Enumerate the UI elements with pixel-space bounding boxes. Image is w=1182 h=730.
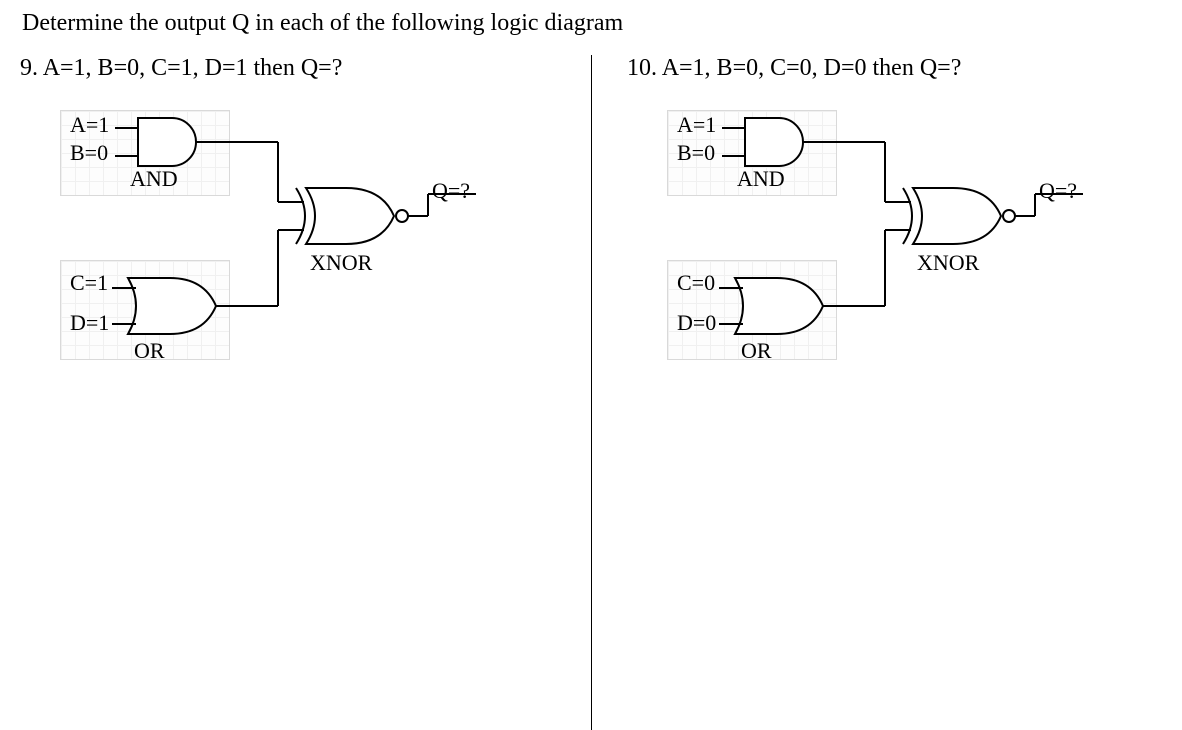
- problem-9-number: 9.: [20, 55, 38, 81]
- diagram-svg: [20, 110, 540, 410]
- xnor-bubble-icon: [1003, 210, 1015, 222]
- xnor-back-arc: [296, 188, 305, 244]
- problem-9-question: 9. A=1, B=0, C=1, D=1 then Q=?: [20, 55, 591, 82]
- and-gate-icon: [745, 118, 803, 166]
- xnor-bubble-icon: [396, 210, 408, 222]
- page-heading: Determine the output Q in each of the fo…: [22, 10, 1162, 37]
- columns: 9. A=1, B=0, C=1, D=1 then Q=? A=1 B=0 A…: [20, 55, 1162, 410]
- problem-10-number: 10.: [627, 55, 657, 81]
- problem-9: 9. A=1, B=0, C=1, D=1 then Q=? A=1 B=0 A…: [20, 55, 591, 410]
- or-gate-icon: [735, 278, 823, 334]
- page-root: Determine the output Q in each of the fo…: [0, 0, 1182, 535]
- problem-9-text: A=1, B=0, C=1, D=1 then Q=?: [43, 55, 343, 81]
- problem-10-text: A=1, B=0, C=0, D=0 then Q=?: [662, 55, 962, 81]
- problem-9-diagram: A=1 B=0 AND C=1 D=1 OR XNOR Q=?: [20, 110, 540, 410]
- xnor-back-arc: [903, 188, 912, 244]
- xnor-gate-icon: [306, 188, 394, 244]
- problem-10-diagram: A=1 B=0 AND C=0 D=0 OR XNOR Q=?: [627, 110, 1147, 410]
- problem-10-question: 10. A=1, B=0, C=0, D=0 then Q=?: [627, 55, 1162, 82]
- xnor-gate-icon: [913, 188, 1001, 244]
- and-gate-icon: [138, 118, 196, 166]
- or-gate-icon: [128, 278, 216, 334]
- diagram-svg: [627, 110, 1147, 410]
- problem-10: 10. A=1, B=0, C=0, D=0 then Q=? A=1 B=0 …: [591, 55, 1162, 410]
